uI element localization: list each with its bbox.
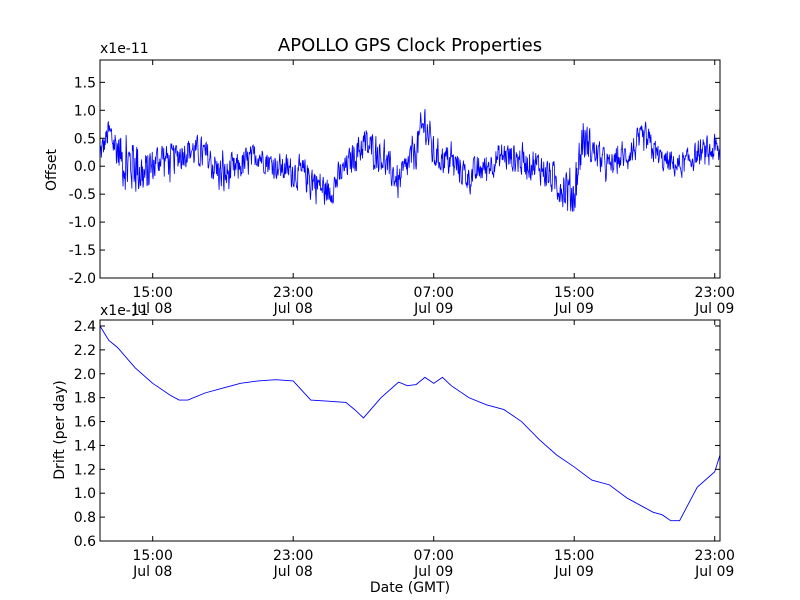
drift-x-tick-date: Jul 09 [413,564,453,580]
offset-exponent-label: x1e-11 [100,41,149,57]
offset-y-tick-label: -2.0 [69,271,96,287]
offset-x-tick-date: Jul 09 [694,301,734,317]
offset-x-tick-time: 23:00 [273,285,313,301]
drift-y-tick-label: 0.8 [74,510,96,526]
drift-series-line [99,325,721,522]
chart-title: APOLLO GPS Clock Properties [278,35,542,56]
offset-x-tick-time: 23:00 [695,285,735,301]
drift-x-tick-date: Jul 08 [132,564,172,580]
drift-y-tick-label: 1.0 [74,486,96,502]
offset-x-tick-time: 07:00 [414,285,454,301]
drift-x-tick-time: 07:00 [414,548,454,564]
drift-y-tick-label: 0.6 [74,534,96,550]
drift-panel: x1e-11 Drift (per day) 0.6 0.8 1.0 1.2 1.4 1.… [52,303,735,596]
drift-y-tick-label: 1.6 [74,415,96,431]
drift-exponent-label: x1e-11 [100,303,149,319]
offset-x-tick-date: Jul 08 [132,301,172,317]
offset-y-tick-label: 1.0 [74,103,96,119]
drift-y-tick-label: 1.8 [74,391,96,407]
offset-y-tick-label: 1.5 [74,75,96,91]
drift-x-tick-time: 23:00 [273,548,313,564]
drift-x-tick-time: 15:00 [133,548,173,564]
drift-y-tick-label: 1.4 [74,438,96,454]
offset-x-tick-date: Jul 08 [273,301,313,317]
offset-y-tick-label: -1.5 [69,243,96,259]
offset-series-line [99,109,721,212]
drift-x-tick-time: 15:00 [554,548,594,564]
offset-plot-frame [99,59,721,279]
drift-x-tick-time: 23:00 [695,548,735,564]
offset-y-tick-label: -1.0 [69,215,96,231]
drift-x-tick-date: Jul 09 [554,564,594,580]
offset-panel: x1e-11 Offset -2.0 -1.5 -1.0 -0.5 0.0 0.5 1.0 1… [44,41,735,317]
drift-y-axis-label: Drift (per day) [52,380,68,479]
offset-y-tick-label: 0.5 [74,131,96,147]
offset-y-axis-label: Offset [44,148,60,191]
drift-y-tick-label: 2.0 [74,367,96,383]
drift-x-tick-date: Jul 08 [273,564,313,580]
drift-y-tick-label: 2.2 [74,343,96,359]
drift-plot-frame [99,319,721,542]
drift-y-tick-label: 1.2 [74,462,96,478]
offset-x-tick-time: 15:00 [554,285,594,301]
drift-y-tick-label: 2.4 [74,319,96,335]
offset-x-tick-date: Jul 09 [413,301,453,317]
offset-x-tick-time: 15:00 [133,285,173,301]
offset-y-tick-label: -0.5 [69,187,96,203]
drift-x-axis-label: Date (GMT) [370,580,450,596]
drift-x-tick-date: Jul 09 [694,564,734,580]
offset-x-tick-date: Jul 09 [554,301,594,317]
offset-y-tick-label: 0.0 [74,159,96,175]
